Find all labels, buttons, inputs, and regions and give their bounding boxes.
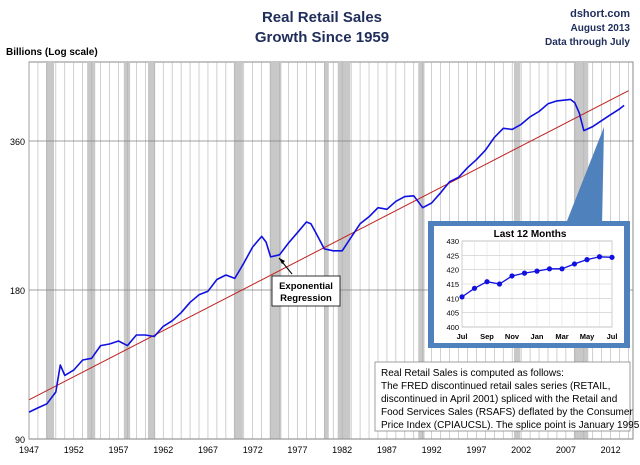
source-label: dshort.com [570,8,630,20]
recession-band [324,62,329,439]
recession-band [337,62,351,439]
inset-data-point [496,281,503,287]
x-tick-label: 1962 [153,445,173,455]
x-tick-label: 1947 [19,445,39,455]
note-line-5: Price Index (CPIAUCSL). The splice point… [381,420,640,431]
x-tick-label: 1977 [287,445,307,455]
inset-data-point [521,270,528,276]
y-tick-label: 180 [10,286,25,296]
inset-y-tick-label: 405 [446,309,459,318]
inset-y-tick-label: 420 [446,266,459,275]
recession-band [148,62,156,439]
inset-x-tick-label: Sep [480,332,494,341]
note-line-1: Real Retail Sales is computed as follows… [381,368,564,379]
date-label: August 2013 [571,23,631,34]
note-line-4: Food Services Sales (RSAFS) deflated by … [381,407,633,418]
callout-line-2: Regression [280,293,332,304]
x-tick-label: 1997 [466,445,486,455]
x-tick-label: 1952 [64,445,84,455]
recession-band [269,62,282,439]
chart-subtitle: Growth Since 1959 [255,29,389,46]
inset-x-tick-label: Jul [607,332,618,341]
series-line-real-retail-sales [28,98,625,413]
inset-data-point [609,254,615,260]
inset-y-tick-label: 415 [446,280,459,289]
inset-x-tick-label: Jul [457,332,468,341]
inset-plot: 400 405 410 415 420 425 430 Jul Sep Nov Jan Mar May J… [446,237,617,341]
inset-y-tick-label: 400 [446,323,459,332]
regression-callout: Exponential Regression [271,257,341,307]
inset-last-12-months: Last 12 Months 400 405 410 415 420 425 430 Jul S… [428,127,630,348]
inset-x-tick-label: May [580,332,595,341]
inset-y-tick-label: 410 [446,294,459,303]
note-line-2: The FRED discontinued retail sales serie… [381,381,610,392]
x-tick-label: 1957 [108,445,128,455]
inset-callout-wedge [565,127,604,226]
callout-arrowhead [279,258,285,264]
recession-band [46,62,55,439]
recession-band [123,62,131,439]
x-tick-label: 1967 [198,445,218,455]
inset-title: Last 12 Months [494,229,567,240]
x-tick-label: 1987 [377,445,397,455]
inset-y-tick-label: 430 [446,237,459,246]
data-through-label: Data through July [545,37,630,48]
inset-data-point [559,266,565,272]
x-tick-label: 1972 [243,445,263,455]
inset-data-point [509,273,515,279]
inset-data-point [571,261,578,267]
inset-data-point [471,285,478,291]
inset-data-point [546,266,553,272]
recession-band [418,62,425,439]
x-tick-label: 1982 [332,445,352,455]
y-tick-label: 90 [15,435,25,445]
inset-data-point [484,279,490,285]
recession-band [87,62,96,439]
y-axis-label: Billions (Log scale) [6,47,98,58]
inset-data-point [584,257,590,263]
callout-line-1: Exponential [279,281,333,292]
x-tick-label: 2012 [601,445,621,455]
inset-x-tick-label: Jan [531,332,544,341]
trend-line [28,90,629,401]
x-tick-label: 2007 [556,445,576,455]
inset-y-tick-label: 425 [446,251,459,260]
inset-data-point [459,294,465,300]
inset-data-point [596,254,603,260]
y-tick-label: 360 [10,137,25,147]
callout-box [271,275,341,307]
recession-band [233,62,243,439]
note-line-3: discontinued in April 2001) spliced with… [381,394,617,405]
x-tick-label: 2002 [511,445,531,455]
inset-x-tick-label: Mar [555,332,568,341]
note-box [374,361,631,432]
chart-title: Real Retail Sales [262,9,382,26]
inset-data-point [534,268,540,274]
inset-x-tick-label: Nov [505,332,520,341]
methodology-note: Real Retail Sales is computed as follows… [374,361,640,432]
x-tick-label: 1992 [422,445,442,455]
